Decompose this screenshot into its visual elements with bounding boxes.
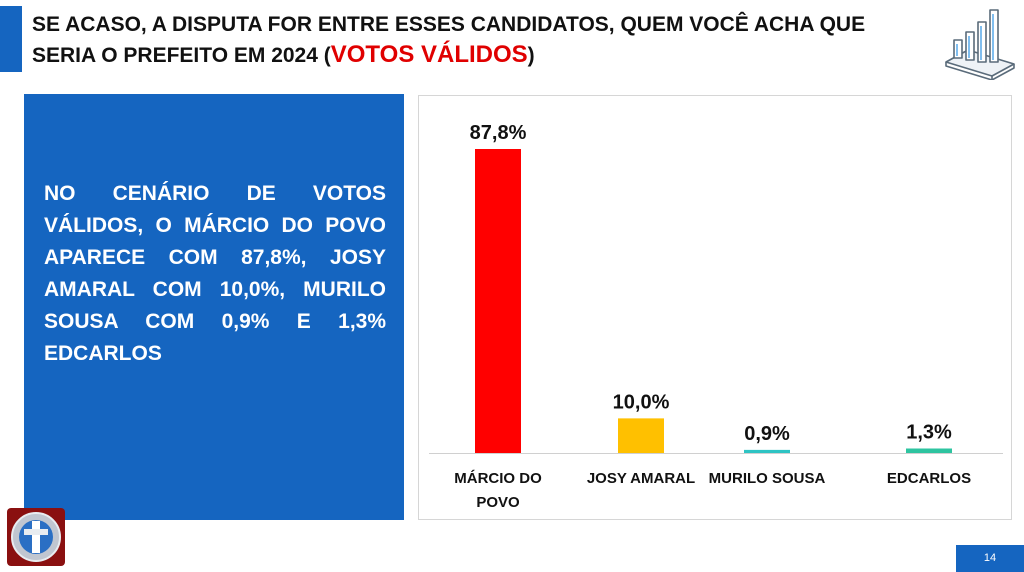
category-label-2: JOSY AMARAL xyxy=(587,470,695,487)
bar-3 xyxy=(744,449,790,453)
category-label-4: EDCARLOS xyxy=(887,470,971,487)
title-main: SE ACASO, A DISPUTA FOR ENTRE ESSES CAND… xyxy=(32,13,866,67)
data-label-3: 0,9% xyxy=(744,423,790,445)
brand-logo xyxy=(7,508,65,566)
bar-chart: 87,8% MÁRCIO DO POVO 10,0% JOSY AMARAL 0,9% MU… xyxy=(429,122,1003,511)
chart-container: 87,8% MÁRCIO DO POVO 10,0% JOSY AMARAL 0,9% MU… xyxy=(418,95,1012,520)
page-title: SE ACASO, A DISPUTA FOR ENTRE ESSES CAND… xyxy=(32,10,892,71)
title-highlight: VOTOS VÁLIDOS xyxy=(330,41,528,68)
bar-4 xyxy=(906,448,952,453)
title-accent-bar xyxy=(0,6,22,72)
data-label-4: 1,3% xyxy=(906,421,952,443)
summary-text: NO CENÁRIO DE VOTOS VÁLIDOS, O MÁRCIO DO… xyxy=(44,182,386,365)
data-label-1: 87,8% xyxy=(470,122,527,144)
category-label-3: MURILO SOUSA xyxy=(709,470,826,487)
summary-panel: NO CENÁRIO DE VOTOS VÁLIDOS, O MÁRCIO DO… xyxy=(24,94,404,520)
bar-2 xyxy=(618,418,664,453)
bar-1 xyxy=(475,149,521,453)
page-number: 14 xyxy=(956,545,1024,572)
category-label-1: MÁRCIO DO POVO xyxy=(454,470,542,511)
bar-chart-icon xyxy=(945,9,1015,80)
data-label-2: 10,0% xyxy=(613,391,670,413)
title-end: ) xyxy=(527,44,535,67)
